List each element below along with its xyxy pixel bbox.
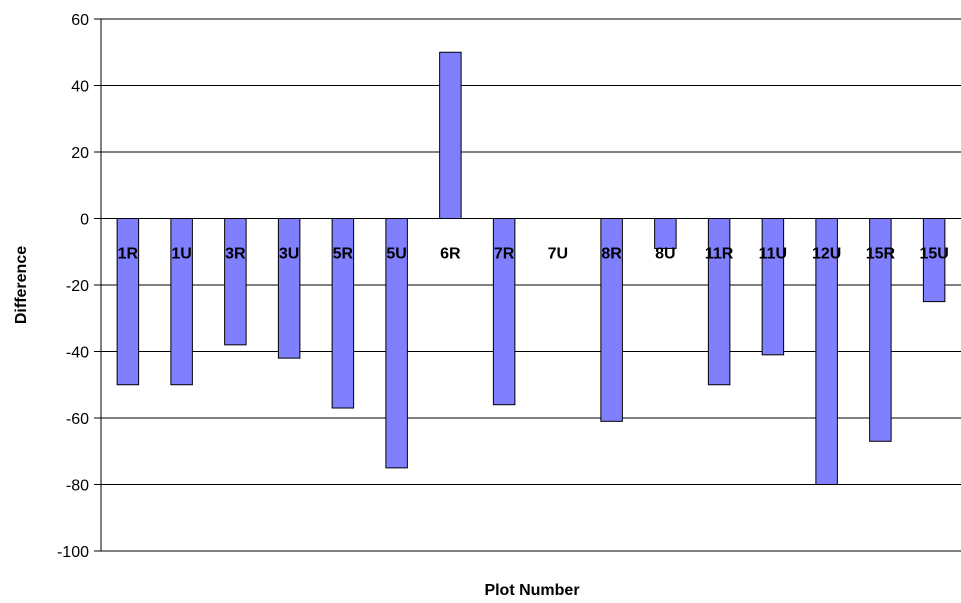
category-label: 12U xyxy=(812,246,841,263)
category-label: 11R xyxy=(705,246,734,263)
y-tick-label: 60 xyxy=(71,12,89,29)
y-axis-title: Difference xyxy=(13,246,30,324)
y-tick-label: -80 xyxy=(66,478,89,495)
bar xyxy=(707,218,731,386)
category-labels: 1R 1U 3R 3U 5R 5U 6R 7R 7U 8R 8U 11R 11U 12U 15R 15U xyxy=(118,246,949,263)
y-tick-label: -60 xyxy=(66,411,89,428)
bar xyxy=(277,218,301,359)
bar xyxy=(224,218,247,346)
bar xyxy=(439,51,462,219)
category-label: 5U xyxy=(386,246,406,263)
category-label: 3U xyxy=(279,246,299,263)
category-label: 7R xyxy=(494,246,515,263)
y-axis-ticks: 60 40 20 0 -20 -40 -60 -80 -100 xyxy=(57,12,101,561)
category-label: 7U xyxy=(548,246,568,263)
category-label: 6R xyxy=(440,246,461,263)
category-label: 8R xyxy=(601,246,622,263)
y-tick-label: -40 xyxy=(66,345,89,362)
category-label: 15U xyxy=(919,246,948,263)
y-tick-label: 0 xyxy=(80,212,89,229)
y-tick-label: -20 xyxy=(66,278,89,295)
bar xyxy=(761,218,785,356)
category-label: 1U xyxy=(171,246,191,263)
y-tick-label: -100 xyxy=(57,544,89,561)
y-tick-label: 20 xyxy=(71,145,89,162)
category-label: 1R xyxy=(118,246,139,263)
x-axis-title: Plot Number xyxy=(484,582,579,599)
category-label: 5R xyxy=(333,246,354,263)
y-tick-label: 40 xyxy=(71,79,89,96)
axes xyxy=(100,19,961,552)
bar xyxy=(170,218,193,386)
category-label: 3R xyxy=(225,246,246,263)
bar xyxy=(116,218,140,386)
bar xyxy=(654,218,677,249)
category-label: 8U xyxy=(655,246,675,263)
category-label: 15R xyxy=(866,246,896,263)
bars xyxy=(116,51,946,485)
category-label: 11U xyxy=(759,246,787,263)
